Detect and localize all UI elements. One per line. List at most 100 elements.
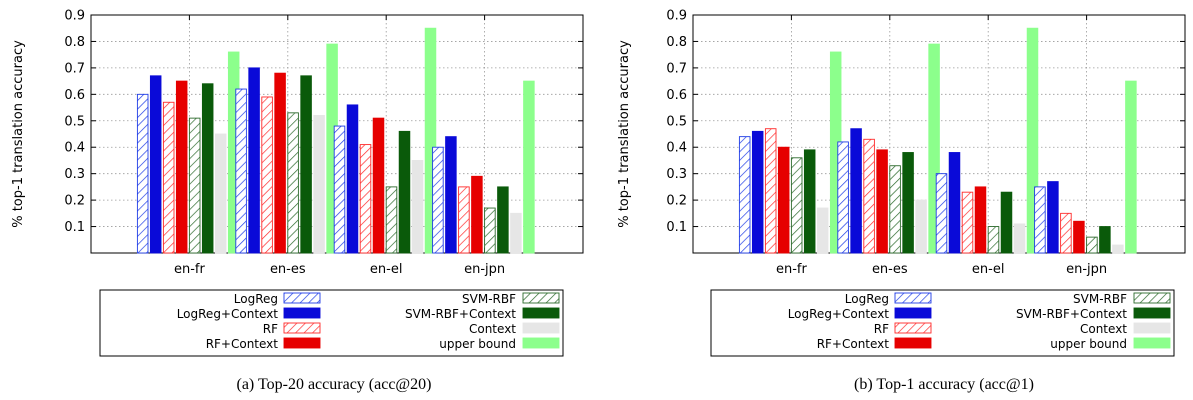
- x-tick-label-en-fr: en-fr: [776, 262, 808, 277]
- y-tick-label: 0.3: [666, 167, 687, 182]
- bar-svm-rbf-plus-context-en-fr: [201, 83, 214, 254]
- bar-svm-rbf-plus-context-en-es: [300, 75, 312, 254]
- bar-logreg-en-es: [837, 141, 849, 254]
- bar-rf-en-el: [961, 191, 974, 254]
- x-tick-label-en-el: en-el: [370, 262, 403, 277]
- x-tick-label-en-es: en-es: [270, 262, 306, 277]
- y-tick-label: 0.1: [64, 220, 85, 235]
- y-tick-label: 0.2: [64, 194, 85, 209]
- bar-logreg-en-el: [935, 173, 948, 254]
- legend-label-logreg: LogReg: [845, 292, 889, 306]
- bar-svm-rbf-en-es: [889, 165, 901, 254]
- bar-logreg-plus-context-en-el: [346, 104, 359, 254]
- x-tick-labels: en-fr en-es en-el en-jpn: [776, 262, 1107, 277]
- y-tick-label: 0.8: [666, 35, 687, 50]
- bar-logreg-en-jpn: [1034, 186, 1046, 254]
- bars: [738, 27, 1137, 254]
- legend-swatch-logreg-plus-context: [894, 307, 932, 319]
- y-tick-label: 0.7: [666, 61, 687, 76]
- bar-context-en-es: [313, 115, 325, 254]
- y-tick-labels: 0.1 0.2 0.3 0.4 0.5 0.6 0.7 0.8 0.9: [666, 9, 687, 236]
- y-tick-label: 0.9: [64, 9, 85, 24]
- legend-swatch-rf: [894, 322, 932, 334]
- legend-label-upper-bound: upper bound: [439, 337, 516, 351]
- bar-rf-en-jpn: [1060, 212, 1072, 254]
- legend-swatch-rf-plus-context: [283, 337, 321, 349]
- bar-logreg-en-es: [235, 88, 247, 254]
- bar-rf-plus-context-en-es: [274, 72, 286, 254]
- legend-swatch-logreg: [894, 292, 932, 304]
- caption: (a) Top-20 accuracy (acc@20): [237, 376, 432, 393]
- bar-logreg-plus-context-en-fr: [149, 75, 162, 254]
- legend-swatch-upper-bound: [522, 337, 560, 349]
- bar-rf-en-el: [359, 144, 372, 254]
- bar-upper-bound-en-es: [928, 43, 940, 254]
- y-tick-labels: 0.1 0.2 0.3 0.4 0.5 0.6 0.7 0.8 0.9: [64, 9, 85, 236]
- bar-svm-rbf-plus-context-en-jpn: [497, 186, 509, 254]
- y-tick-label: 0.9: [666, 9, 687, 24]
- legend-label-rf-plus-context: RF+Context: [817, 337, 890, 351]
- bar-logreg-plus-context-en-el: [948, 152, 961, 254]
- bar-svm-rbf-plus-context-en-el: [398, 130, 411, 254]
- x-tick-label-en-jpn: en-jpn: [464, 262, 505, 277]
- legend-swatch-rf: [283, 322, 321, 334]
- legend-label-logreg: LogReg: [234, 292, 278, 306]
- x-tick-labels: en-fr en-es en-el en-jpn: [174, 262, 505, 277]
- y-tick-label: 0.1: [666, 220, 687, 235]
- bars: [136, 27, 535, 254]
- legend-swatch-svm-rbf-plus-context: [1133, 307, 1171, 319]
- legend-label-svm-rbf-plus-context: SVM-RBF+Context: [1016, 307, 1127, 321]
- bar-svm-rbf-en-jpn: [1086, 236, 1098, 254]
- x-tick-label-en-fr: en-fr: [174, 262, 206, 277]
- legend-box: [99, 289, 564, 357]
- bar-svm-rbf-en-fr: [790, 157, 803, 254]
- y-axis-label: % top-1 translation accuracy: [617, 40, 632, 228]
- bar-context-en-jpn: [510, 212, 522, 254]
- bar-rf-plus-context-en-fr: [175, 80, 188, 254]
- y-tick-label: 0.3: [64, 167, 85, 182]
- bar-rf-plus-context-en-el: [974, 186, 987, 254]
- bar-logreg-en-el: [333, 125, 346, 254]
- bar-logreg-en-fr: [136, 93, 149, 254]
- bar-svm-rbf-plus-context-en-el: [1000, 191, 1013, 254]
- bar-logreg-en-fr: [738, 136, 751, 254]
- bar-rf-plus-context-en-fr: [777, 146, 790, 254]
- bar-rf-en-es: [261, 96, 273, 254]
- bar-svm-rbf-plus-context-en-es: [902, 152, 914, 254]
- legend-swatch-context: [522, 322, 560, 334]
- legend-label-context: Context: [469, 322, 516, 336]
- bar-logreg-plus-context-en-es: [248, 67, 260, 254]
- chart-panel-b: 0.10.20.30.40.50.60.70.80.9 en-fr en-es en…: [617, 9, 1186, 393]
- legend-label-svm-rbf: SVM-RBF: [1073, 292, 1127, 306]
- bar-context-en-jpn: [1112, 244, 1124, 254]
- bar-svm-rbf-en-es: [287, 112, 299, 254]
- bar-logreg-plus-context-en-fr: [751, 130, 764, 254]
- x-tick-label-en-jpn: en-jpn: [1066, 262, 1107, 277]
- bar-rf-en-fr: [162, 101, 175, 254]
- legend-swatch-svm-rbf-plus-context: [522, 307, 560, 319]
- legend-label-rf: RF: [263, 322, 278, 336]
- legend-swatch-logreg-plus-context: [283, 307, 321, 319]
- y-tick-label: 0.4: [64, 141, 85, 156]
- y-tick-label: 0.5: [666, 114, 687, 129]
- bar-context-en-fr: [214, 133, 227, 254]
- legend-label-rf-plus-context: RF+Context: [206, 337, 279, 351]
- bar-context-en-el: [1013, 223, 1026, 254]
- y-tick-label: 0.5: [64, 114, 85, 129]
- bar-rf-plus-context-en-es: [876, 149, 888, 254]
- bar-svm-rbf-en-el: [987, 226, 1000, 254]
- bar-svm-rbf-en-fr: [188, 117, 201, 254]
- bar-svm-rbf-en-jpn: [484, 207, 496, 254]
- legend-label-svm-rbf-plus-context: SVM-RBF+Context: [405, 307, 516, 321]
- y-tick-label: 0.2: [666, 194, 687, 209]
- legend-label-rf: RF: [874, 322, 889, 336]
- bar-upper-bound-en-el: [1026, 27, 1039, 254]
- bar-svm-rbf-plus-context-en-fr: [803, 149, 816, 254]
- y-tick-label: 0.8: [64, 35, 85, 50]
- legend-box: [710, 289, 1175, 357]
- bar-svm-rbf-en-el: [385, 186, 398, 254]
- legend-swatch-svm-rbf: [1133, 292, 1171, 304]
- y-tick-label: 0.6: [666, 88, 687, 103]
- bar-rf-en-fr: [764, 128, 777, 254]
